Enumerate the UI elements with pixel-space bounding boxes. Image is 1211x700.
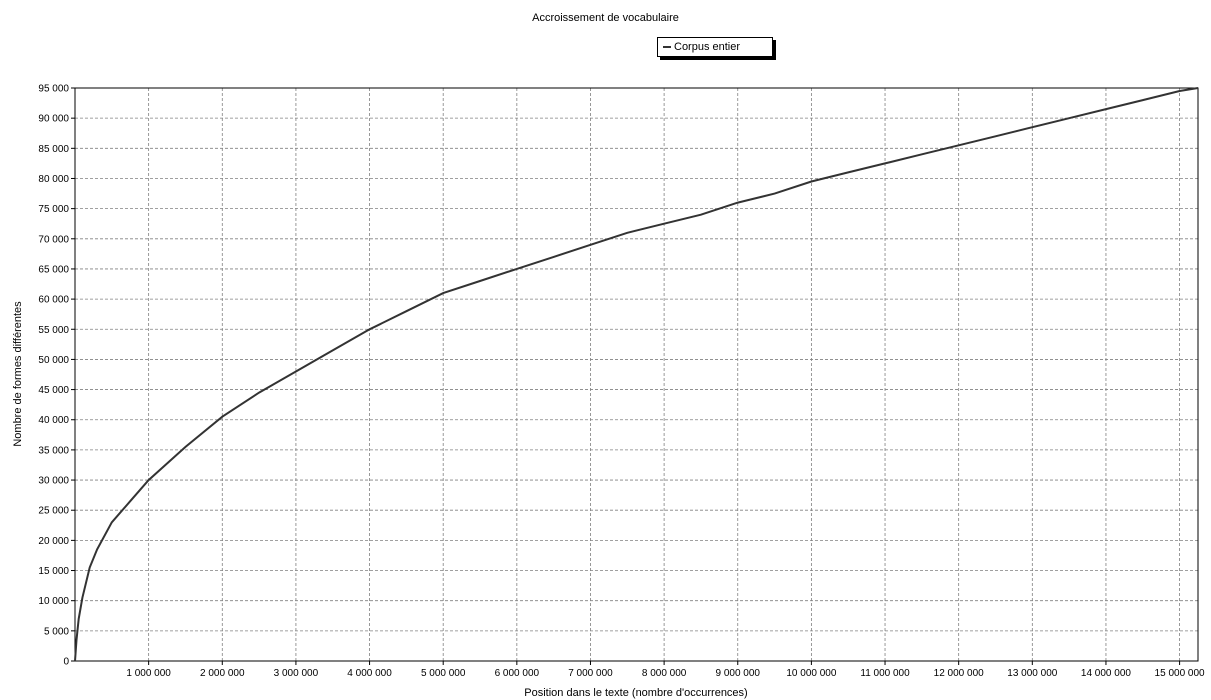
grid: [75, 88, 1198, 661]
y-tick-label: 95 000: [38, 84, 69, 95]
legend-swatch: [663, 46, 671, 48]
x-tick-label: 11 000 000: [860, 668, 910, 679]
y-tick-label: 65 000: [38, 264, 69, 275]
x-tick-label: 12 000 000: [934, 668, 984, 679]
y-tick-label: 35 000: [38, 445, 69, 456]
x-tick-label: 6 000 000: [495, 668, 540, 679]
y-tick-label: 45 000: [38, 385, 69, 396]
x-tick-label: 9 000 000: [716, 668, 761, 679]
x-tick-label: 15 000 000: [1155, 668, 1205, 679]
x-axis-label: Position dans le texte (nombre d'occurre…: [524, 687, 747, 699]
y-tick-label: 40 000: [38, 415, 69, 426]
y-tick-label: 75 000: [38, 204, 69, 215]
y-tick-label: 25 000: [38, 506, 69, 517]
series-line-corpus-entier: [74, 87, 1199, 662]
x-axis: 1 000 000 2 000 000 3 000 000 4 000 000 5 00…: [126, 661, 1205, 679]
plot-frame: [74, 87, 1199, 662]
y-tick-label: 50 000: [38, 355, 69, 366]
x-tick-label: 7 000 000: [568, 668, 613, 679]
y-tick-label: 30 000: [38, 476, 69, 487]
y-tick-label: 20 000: [38, 536, 69, 547]
x-tick-label: 2 000 000: [200, 668, 245, 679]
y-axis-label: Nombre de formes différentes: [12, 301, 24, 447]
y-tick-label: 0: [63, 657, 69, 668]
x-tick-label: 13 000 000: [1007, 668, 1057, 679]
legend-label: Corpus entier: [674, 41, 741, 53]
y-tick-label: 5 000: [44, 626, 69, 637]
x-tick-label: 4 000 000: [347, 668, 392, 679]
y-tick-label: 70 000: [38, 234, 69, 245]
y-tick-label: 80 000: [38, 174, 69, 185]
y-tick-label: 10 000: [38, 596, 69, 607]
y-tick-label: 55 000: [38, 325, 69, 336]
y-tick-label: 85 000: [38, 144, 69, 155]
y-tick-label: 90 000: [38, 114, 69, 125]
y-axis: 0 5 000 10 000 15 000 20 000 25 000 30 000 35 0…: [38, 84, 75, 668]
chart-title: Accroissement de vocabulaire: [0, 12, 1211, 24]
x-tick-label: 8 000 000: [642, 668, 687, 679]
chart-title-text: Accroissement de vocabulaire: [532, 12, 679, 24]
x-tick-label: 1 000 000: [126, 668, 171, 679]
x-tick-label: 3 000 000: [274, 668, 319, 679]
x-tick-label: 14 000 000: [1081, 668, 1131, 679]
x-tick-label: 10 000 000: [786, 668, 836, 679]
y-tick-label: 15 000: [38, 566, 69, 577]
y-tick-label: 60 000: [38, 295, 69, 306]
x-tick-label: 5 000 000: [421, 668, 466, 679]
legend: Corpus entier: [657, 37, 773, 57]
